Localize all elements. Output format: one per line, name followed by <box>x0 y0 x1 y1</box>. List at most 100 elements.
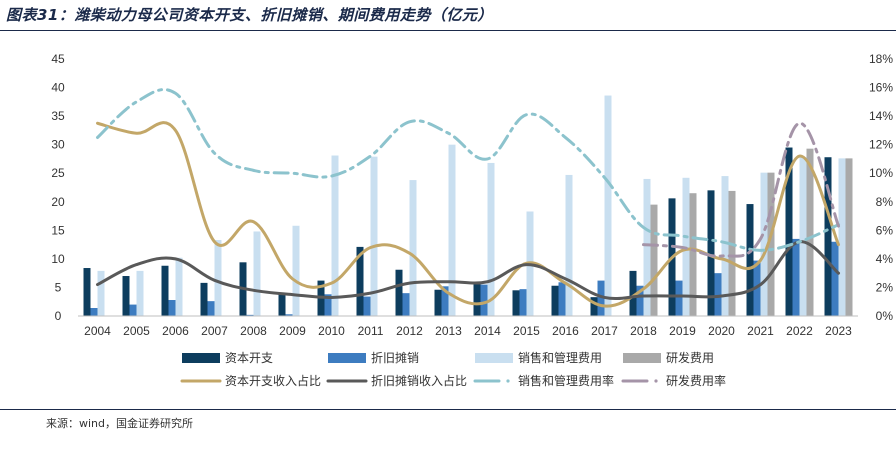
bar-rd <box>728 190 736 316</box>
bar-capex <box>278 294 286 316</box>
bar-depreciation <box>519 289 527 316</box>
bar-capex <box>434 289 442 316</box>
legend-dep-ratio-label: 折旧摊销收入占比 <box>371 373 467 388</box>
x-axis-tick-label: 2014 <box>474 324 501 338</box>
x-axis-tick-label: 2006 <box>162 324 189 338</box>
bar-sga <box>604 95 612 316</box>
right-axis-tick-label: 2% <box>876 280 894 294</box>
source-note: 来源：wind，国金证券研究所 <box>46 417 194 430</box>
bar-depreciation <box>324 294 332 316</box>
bar-sga <box>838 158 846 316</box>
right-axis-tick-label: 8% <box>876 195 894 209</box>
left-axis-tick-label: 0 <box>55 309 62 323</box>
bar-capex <box>824 157 832 316</box>
left-axis-tick-label: 15 <box>51 223 65 237</box>
bar-capex <box>512 290 520 316</box>
bar-rd <box>767 172 775 316</box>
bar-sga <box>448 144 456 316</box>
bar-depreciation <box>480 284 488 316</box>
bar-depreciation <box>597 280 605 316</box>
left-axis-tick-label: 45 <box>51 52 65 66</box>
right-axis-tick-label: 4% <box>876 252 894 266</box>
legend-rd-swatch <box>623 353 661 363</box>
x-axis-tick-label: 2010 <box>318 324 345 338</box>
bar-capex <box>473 282 481 316</box>
x-axis-tick-label: 2011 <box>358 324 384 338</box>
bar-depreciation <box>90 308 98 316</box>
bar-depreciation <box>831 241 839 316</box>
bar-capex <box>590 297 598 316</box>
x-axis-tick-label: 2012 <box>396 324 423 338</box>
left-axis-tick-label: 5 <box>55 280 62 294</box>
title-rule <box>0 30 896 31</box>
x-axis-tick-label: 2017 <box>591 324 618 338</box>
legend-capex-swatch <box>182 353 220 363</box>
x-axis-tick-label: 2021 <box>747 324 774 338</box>
x-axis-tick-label: 2019 <box>669 324 696 338</box>
right-axis-tick-label: 18% <box>869 52 893 66</box>
bar-depreciation <box>246 314 254 316</box>
bar-sga <box>331 155 339 316</box>
bar-rd <box>689 193 697 316</box>
bar-depreciation <box>792 238 800 316</box>
line-dep-ratio <box>96 240 840 301</box>
right-axis-tick-label: 6% <box>876 223 894 237</box>
bar-rd <box>845 158 853 316</box>
x-axis-tick-label: 2007 <box>201 324 228 338</box>
x-axis-tick-label: 2005 <box>123 324 150 338</box>
x-axis-tick-label: 2015 <box>513 324 540 338</box>
right-axis-tick-label: 14% <box>869 109 893 123</box>
bar-depreciation <box>129 304 137 316</box>
bar-sga <box>214 240 222 316</box>
line-rd-ratio <box>642 121 840 258</box>
bar-sga <box>175 257 183 316</box>
bar-depreciation <box>441 286 449 316</box>
legend-capex-label: 资本开支 <box>225 351 273 365</box>
left-axis-tick-label: 25 <box>51 166 65 180</box>
legend-rd-label: 研发费用 <box>666 350 714 365</box>
bar-sga <box>370 156 378 316</box>
legend-sga-ratio-swatch-dot <box>506 379 510 383</box>
bar-sga <box>643 178 651 316</box>
right-axis-tick-label: 12% <box>869 138 893 152</box>
right-axis-tick-label: 0% <box>876 309 894 323</box>
x-axis-tick-label: 2004 <box>84 324 111 338</box>
chart: 0 5 10 15 20 25 30 35 40 45 0% 2% 4% 6% 8% 10% 12% 14% 16%… <box>51 52 894 388</box>
bar-capex <box>200 282 208 316</box>
source-rule <box>0 409 896 410</box>
bar-capex <box>83 268 91 316</box>
left-axis-tick-label: 40 <box>51 81 65 95</box>
legend-depreciation-swatch <box>328 353 366 363</box>
bar-sga <box>487 162 495 316</box>
bar-sga <box>292 225 300 316</box>
bar-capex <box>551 285 559 316</box>
bar-capex <box>161 265 169 316</box>
bar-capex <box>356 246 364 316</box>
bar-capex <box>707 190 715 316</box>
bar-depreciation <box>363 296 371 316</box>
legend-sga-swatch <box>475 353 513 363</box>
left-axis-tick-label: 30 <box>51 138 65 152</box>
right-axis-tick-label: 16% <box>869 81 893 95</box>
bar-depreciation <box>636 285 644 316</box>
x-axis-tick-label: 2023 <box>825 324 852 338</box>
legend-rd-ratio-swatch-dot <box>654 379 658 383</box>
bar-capex <box>629 270 637 316</box>
bar-sga <box>799 157 807 316</box>
bar-sga <box>409 180 417 316</box>
x-axis-tick-label: 2020 <box>708 324 735 338</box>
legend-sga-ratio-label: 销售和管理费用率 <box>518 373 614 388</box>
bar-capex <box>746 204 754 316</box>
x-axis-tick-label: 2009 <box>279 324 306 338</box>
bar-sga <box>760 172 768 316</box>
bar-capex <box>785 147 793 316</box>
bar-sga <box>565 174 573 316</box>
legend-rd-ratio-label: 研发费用率 <box>666 373 726 388</box>
bar-depreciation <box>402 293 410 316</box>
bar-depreciation <box>168 300 176 316</box>
bar-depreciation <box>558 282 566 316</box>
bar-sga <box>721 176 729 316</box>
x-axis-tick-label: 2013 <box>435 324 462 338</box>
legend-capex-ratio-label: 资本开支收入占比 <box>225 373 321 388</box>
bar-depreciation <box>207 301 215 316</box>
